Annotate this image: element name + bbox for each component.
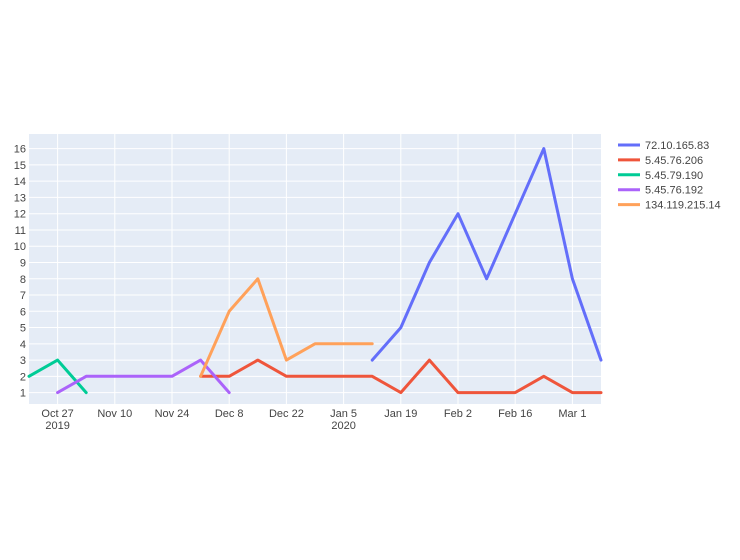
y-tick-label: 6 (20, 306, 26, 318)
y-tick-label: 1 (20, 388, 26, 400)
y-tick-label: 5 (20, 323, 26, 335)
x-tick-label: Dec 22 (269, 408, 304, 420)
legend-label: 72.10.165.83 (645, 140, 709, 152)
y-tick-label: 13 (14, 192, 26, 204)
x-tick-label: Jan 5 (330, 408, 357, 420)
legend-item[interactable]: 72.10.165.83 (618, 140, 709, 152)
series-line-1[interactable] (370, 147, 603, 362)
x-tick-label: Dec 8 (215, 408, 244, 420)
y-tick-label: 15 (14, 160, 26, 172)
x-tick-label: Oct 27 (41, 408, 73, 420)
y-tick-label: 11 (15, 225, 26, 237)
x-tick-label: Feb 16 (498, 408, 532, 420)
y-tick-label: 7 (20, 290, 26, 302)
legend-label: 5.45.76.192 (645, 185, 703, 197)
y-tick-label: 16 (14, 144, 26, 156)
x-tick-year-label: 2019 (45, 420, 69, 432)
legend-item[interactable]: 5.45.76.206 (618, 155, 703, 167)
y-tick-label: 12 (14, 209, 26, 221)
y-tick-label: 4 (20, 339, 26, 351)
series-line-2[interactable] (199, 358, 603, 395)
grid-lines (29, 134, 601, 404)
y-tick-label: 14 (14, 176, 26, 188)
y-tick-label: 8 (20, 274, 26, 286)
legend[interactable]: 72.10.165.83 5.45.76.206 5.45.79.190 5.45.7… (618, 140, 721, 212)
series-lines (27, 147, 603, 395)
y-tick-label: 9 (20, 257, 26, 269)
x-tick-label: Jan 19 (384, 408, 417, 420)
x-tick-label: Feb 2 (444, 408, 472, 420)
x-tick-label: Nov 24 (155, 408, 190, 420)
y-tick-label: 10 (14, 241, 26, 253)
legend-label: 134.119.215.14 (645, 200, 721, 212)
x-tick-label: Nov 10 (97, 408, 132, 420)
series-line-4[interactable] (56, 358, 231, 395)
series-line-5[interactable] (199, 277, 374, 378)
legend-label: 5.45.76.206 (645, 155, 703, 167)
y-tick-label: 2 (20, 371, 26, 383)
legend-item[interactable]: 5.45.76.192 (618, 185, 703, 197)
x-tick-label: Mar 1 (558, 408, 586, 420)
x-tick-year-label: 2020 (331, 420, 355, 432)
legend-item[interactable]: 134.119.215.14 (618, 200, 721, 212)
legend-label: 5.45.79.190 (645, 170, 703, 182)
y-tick-label: 3 (20, 355, 26, 367)
legend-item[interactable]: 5.45.79.190 (618, 170, 703, 182)
plot-background (29, 134, 601, 404)
